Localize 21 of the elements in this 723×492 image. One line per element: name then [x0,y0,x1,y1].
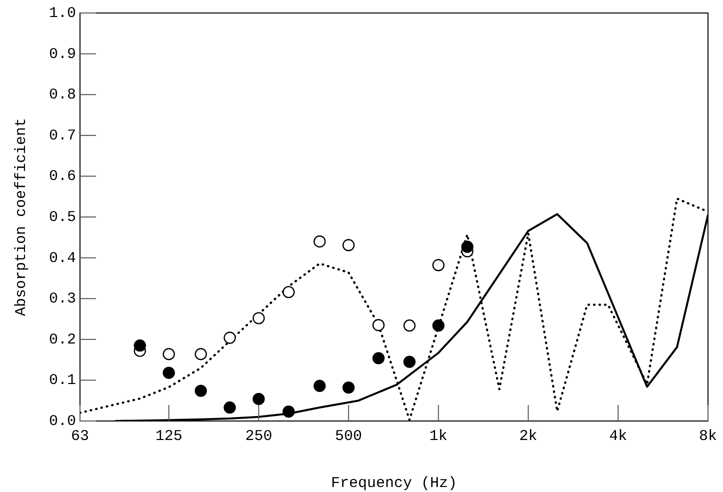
y-tick-label: 0.4 [48,250,76,267]
y-tick-label: 0.2 [48,331,76,348]
x-tick-label: 8k [698,428,718,445]
x-tick-label: 1k [429,428,448,445]
y-tick-label: 1.0 [48,4,76,22]
y-tick-label: 0.3 [48,290,76,308]
y-tick-label: 0.8 [48,86,76,104]
y-tick-label: 0.6 [48,168,76,186]
x-tick-label: 500 [335,428,362,445]
y-tick-label: 0.1 [48,372,76,390]
y-tick-label: 0.7 [48,127,76,144]
y-tick-label: 0.5 [48,208,76,226]
y-axis-title: Absorption coefficient [12,118,30,316]
y-tick-label: 0.9 [48,46,76,63]
x-tick-label: 250 [245,428,272,445]
y-tick-label: 0.0 [48,412,76,430]
x-tick-label: 2k [519,428,538,445]
x-tick-label: 125 [155,428,182,445]
x-tick-label: 4k [609,428,628,445]
x-axis-title: Frequency (Hz) [330,474,458,492]
x-tick-label: 63 [70,428,90,445]
